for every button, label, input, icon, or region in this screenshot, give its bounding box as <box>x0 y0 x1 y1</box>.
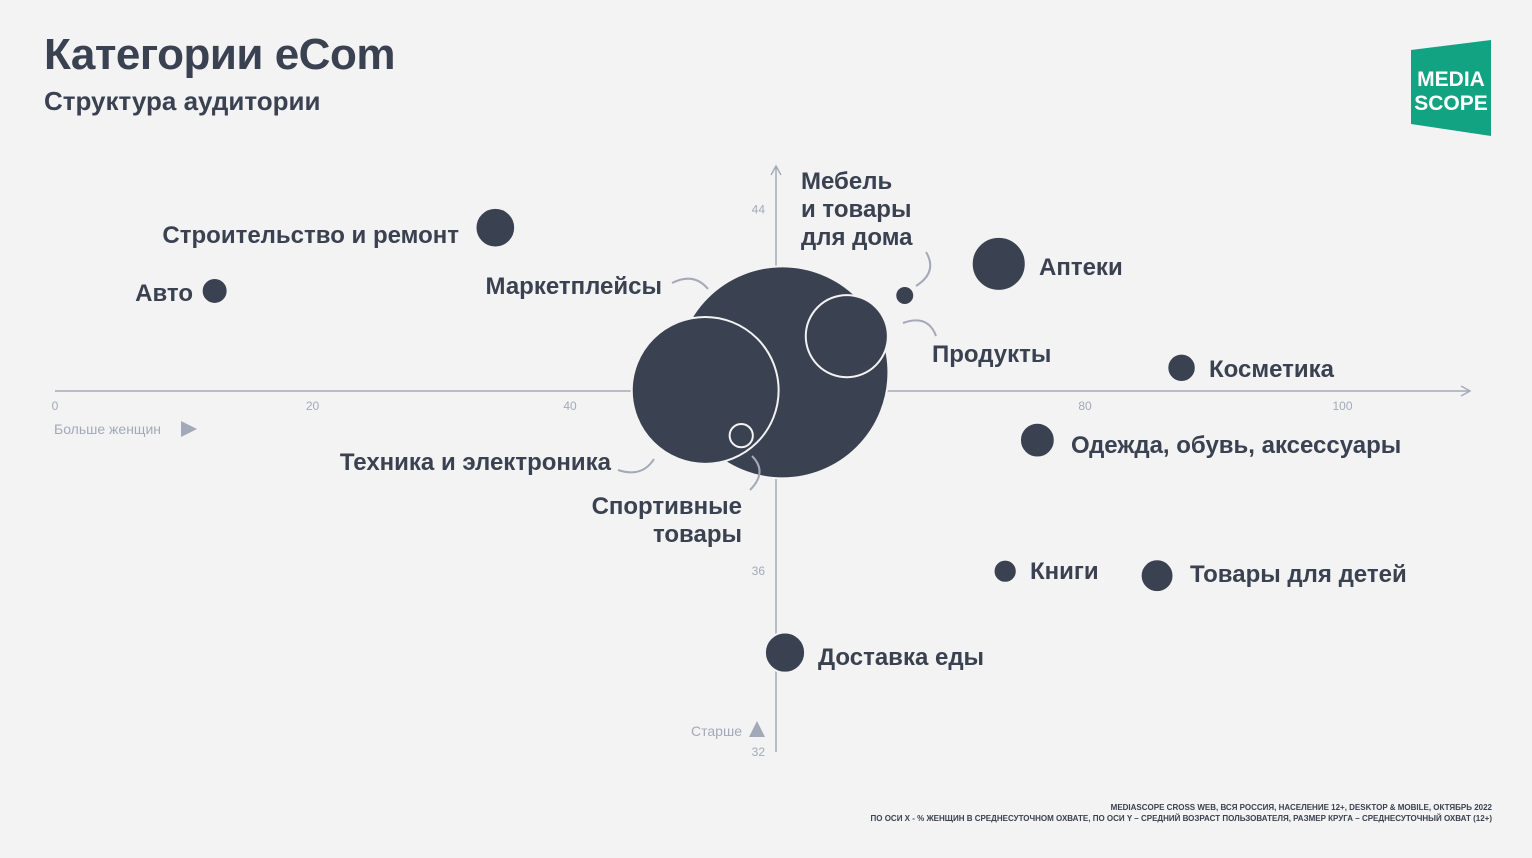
y-tick-label: 32 <box>752 745 766 759</box>
bubble-label: Доставка еды <box>818 644 984 671</box>
bubble <box>970 235 1027 292</box>
bubble-label: Косметика <box>1209 356 1335 383</box>
bubble-label-line: и товары <box>801 196 911 223</box>
bubble-label: Авто <box>135 280 193 307</box>
x-tick-label: 100 <box>1332 399 1352 413</box>
bubble-label-line: Мебель <box>801 168 892 195</box>
bubble <box>728 422 754 449</box>
bubble <box>1166 352 1197 384</box>
y-axis-hint: Старше <box>691 723 742 739</box>
leader-sports <box>749 455 761 491</box>
y-tick-label: 36 <box>752 564 766 578</box>
logo-line2: SCOPE <box>1414 92 1488 115</box>
bubble-label: Одежда, обувь, аксессуары <box>1071 432 1401 459</box>
x-tick-label: 20 <box>306 399 320 413</box>
bubble-label: Мебель и товары для дома <box>801 168 913 251</box>
bubble-label: Аптеки <box>1039 254 1123 281</box>
x-axis-hint: Больше женщин <box>54 421 161 437</box>
bubble-label: Техника и электроника <box>340 449 612 476</box>
bubble <box>200 276 229 305</box>
bubble <box>894 284 916 306</box>
bubble-label: Продукты <box>932 341 1051 368</box>
bubble-label: Спортивные товары <box>592 493 742 548</box>
bubble-label: Товары для детей <box>1190 561 1407 588</box>
bubble <box>474 206 517 249</box>
logo-line1: MEDIA <box>1417 68 1485 91</box>
mediascope-logo: MEDIA SCOPE <box>1411 40 1491 136</box>
footnote-line2: ПО ОСИ X - % ЖЕНЩИН В СРЕДНЕСУТОЧНОМ ОХВ… <box>870 814 1493 823</box>
page-title: Категории eCom <box>44 30 395 79</box>
bubble <box>804 294 889 379</box>
leader-marketplaces <box>671 277 709 290</box>
bubble-label: Строительство и ремонт <box>162 222 459 249</box>
bubble <box>992 558 1018 584</box>
bubble-label-line: Спортивные <box>592 493 742 520</box>
leader-products <box>902 319 937 337</box>
bubble-label-line: для дома <box>801 224 913 251</box>
bubble-label-line: товары <box>653 521 742 548</box>
leader-furniture <box>915 251 932 287</box>
bubble-label: Маркетплейсы <box>486 273 662 300</box>
y-tick-label: 44 <box>752 203 766 217</box>
bubble <box>763 631 807 674</box>
bubble <box>630 315 780 465</box>
source-footnote: MEDIASCOPE CROSS WEB, ВСЯ РОССИЯ, НАСЕЛЕ… <box>871 802 1493 824</box>
bubble-label: Книги <box>1030 558 1099 585</box>
bubble <box>1018 421 1056 459</box>
y-hint-arrow-icon <box>749 721 765 737</box>
x-tick-label: 80 <box>1078 399 1092 413</box>
footnote-line1: MEDIASCOPE CROSS WEB, ВСЯ РОССИЯ, НАСЕЛЕ… <box>1110 803 1492 812</box>
x-hint-arrow-icon <box>181 421 197 437</box>
leader-electronics <box>617 458 655 474</box>
x-tick-label: 40 <box>563 399 577 413</box>
bubble <box>1139 558 1175 594</box>
x-tick-label: 0 <box>52 399 59 413</box>
page-subtitle: Структура аудитории <box>44 86 321 116</box>
